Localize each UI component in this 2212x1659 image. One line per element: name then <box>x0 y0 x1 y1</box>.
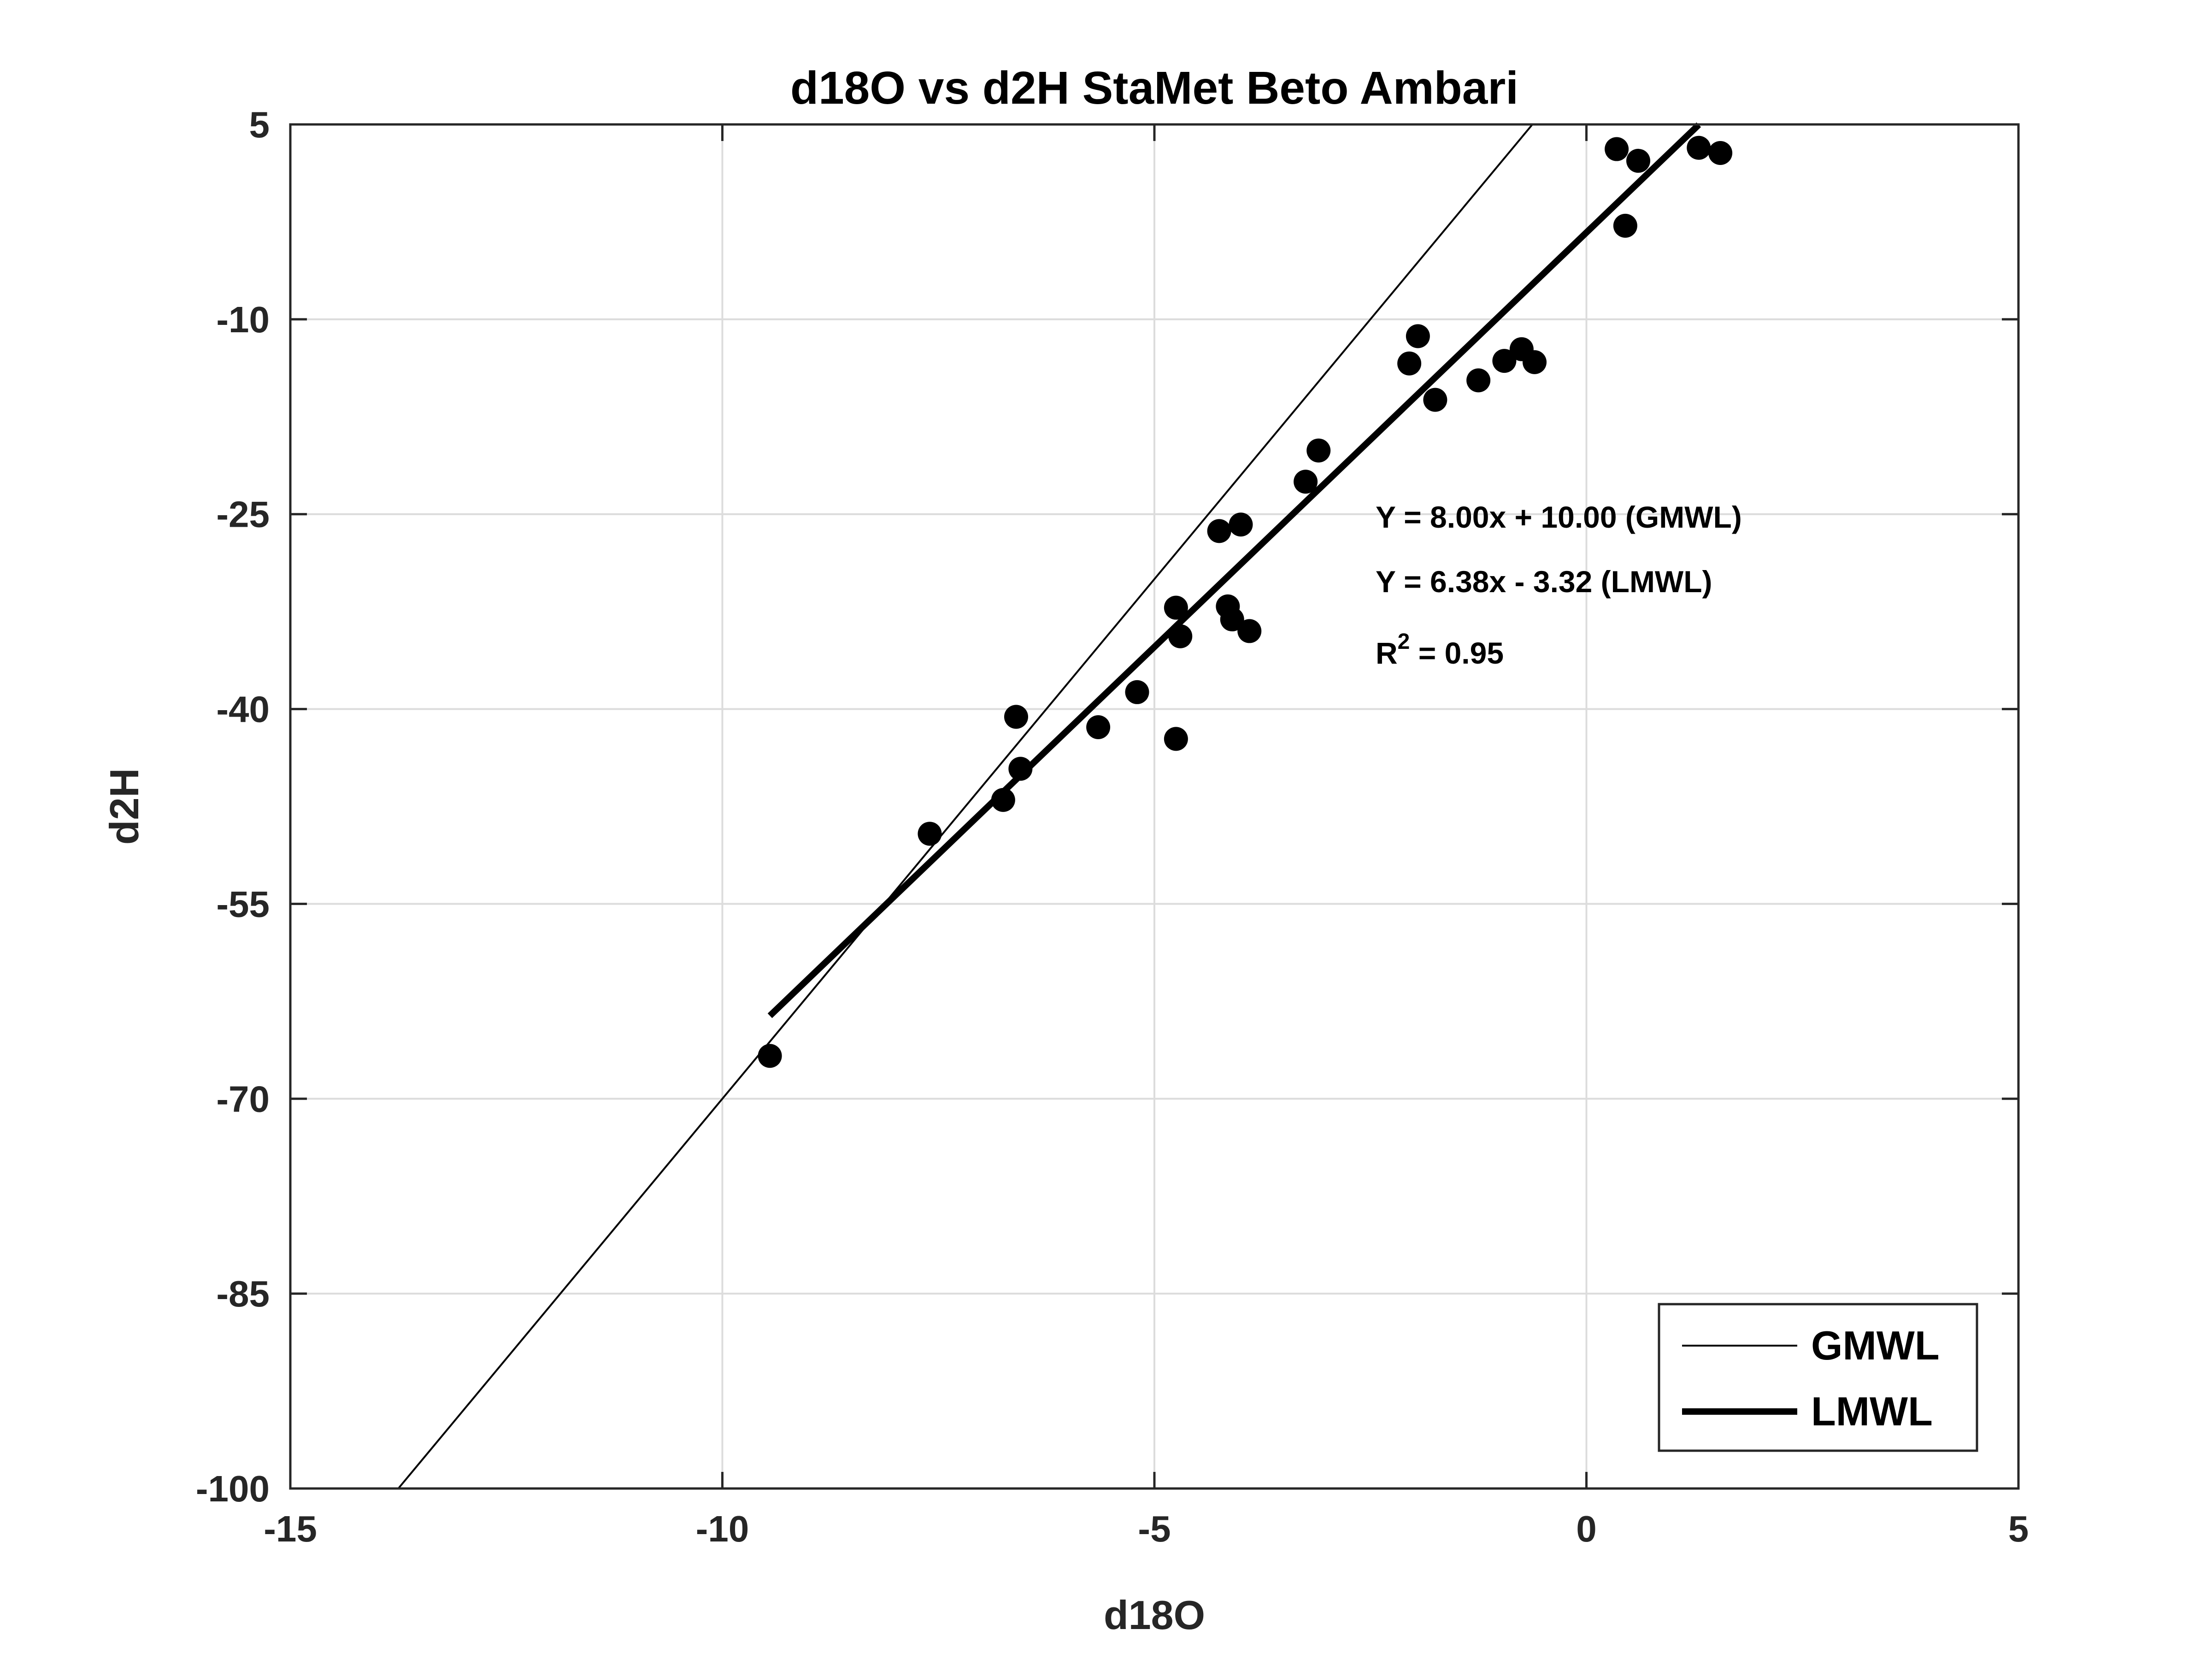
data-point <box>1125 680 1149 704</box>
legend-box <box>1658 1303 1978 1452</box>
y-axis-label: d2H <box>101 768 147 845</box>
y-tick-label: 5 <box>249 104 270 145</box>
gmwl-line <box>397 124 1533 1489</box>
data-point <box>1492 349 1517 373</box>
x-tick-label: -5 <box>1138 1508 1171 1549</box>
data-point <box>991 788 1015 812</box>
data-points <box>758 135 1733 1068</box>
data-point <box>1294 470 1318 494</box>
data-point <box>1708 141 1733 165</box>
x-axis-label: d18O <box>1104 1592 1205 1638</box>
r-squared-value: = 0.95 <box>1410 636 1504 670</box>
y-tick-label: -25 <box>216 494 270 535</box>
grid <box>290 124 2018 1488</box>
x-tick-label: -15 <box>264 1508 317 1549</box>
legend: GMWL LMWL <box>1658 1303 1978 1452</box>
x-tick-label: -10 <box>696 1508 749 1549</box>
data-point <box>1687 135 1711 160</box>
data-point <box>1164 595 1188 620</box>
data-point <box>758 1044 782 1068</box>
data-point <box>1229 512 1253 537</box>
y-tick-label: -85 <box>216 1273 270 1314</box>
ticks: -15 -10 -5 0 5 5 -10 -25 -40 -55 -70 -85 -100 <box>196 104 2029 1549</box>
data-point <box>1086 715 1111 740</box>
data-point <box>1605 137 1629 161</box>
data-point <box>1004 705 1028 729</box>
lmwl-equation: Y = 6.38x - 3.32 (LMWL) <box>1376 565 1712 599</box>
data-point <box>1523 350 1547 374</box>
legend-lmwl-label: LMWL <box>1811 1388 1933 1434</box>
x-tick-label: 0 <box>1576 1508 1597 1549</box>
x-tick-label: 5 <box>2008 1508 2029 1549</box>
data-point <box>1008 757 1033 781</box>
data-point <box>1207 519 1231 543</box>
r-squared: R2 = 0.95 <box>1376 629 1504 670</box>
data-point <box>1164 727 1188 751</box>
data-point <box>1613 213 1637 238</box>
data-point <box>918 822 942 846</box>
gmwl-equation: Y = 8.00x + 10.00 (GMWL) <box>1376 500 1742 534</box>
r-squared-exponent: 2 <box>1398 629 1410 654</box>
chart-title: d18O vs d2H StaMet Beto Ambari <box>790 62 1518 114</box>
r-squared-symbol: R <box>1376 636 1398 670</box>
data-point <box>1423 388 1447 412</box>
data-point <box>1220 607 1244 632</box>
y-tick-label: -10 <box>216 299 270 340</box>
data-point <box>1237 619 1262 643</box>
y-tick-label: -40 <box>216 689 270 730</box>
lmwl-line <box>767 122 1701 1018</box>
y-tick-label: -55 <box>216 883 270 924</box>
data-point <box>1168 624 1193 648</box>
data-point <box>1397 351 1422 376</box>
legend-gmwl-label: GMWL <box>1811 1323 1940 1368</box>
fit-lines <box>397 122 1701 1489</box>
y-tick-label: -100 <box>196 1468 270 1509</box>
y-tick-label: -70 <box>216 1078 270 1119</box>
data-point <box>1306 438 1331 463</box>
data-point <box>1466 368 1491 393</box>
data-point <box>1406 324 1430 348</box>
data-point <box>1626 148 1650 173</box>
